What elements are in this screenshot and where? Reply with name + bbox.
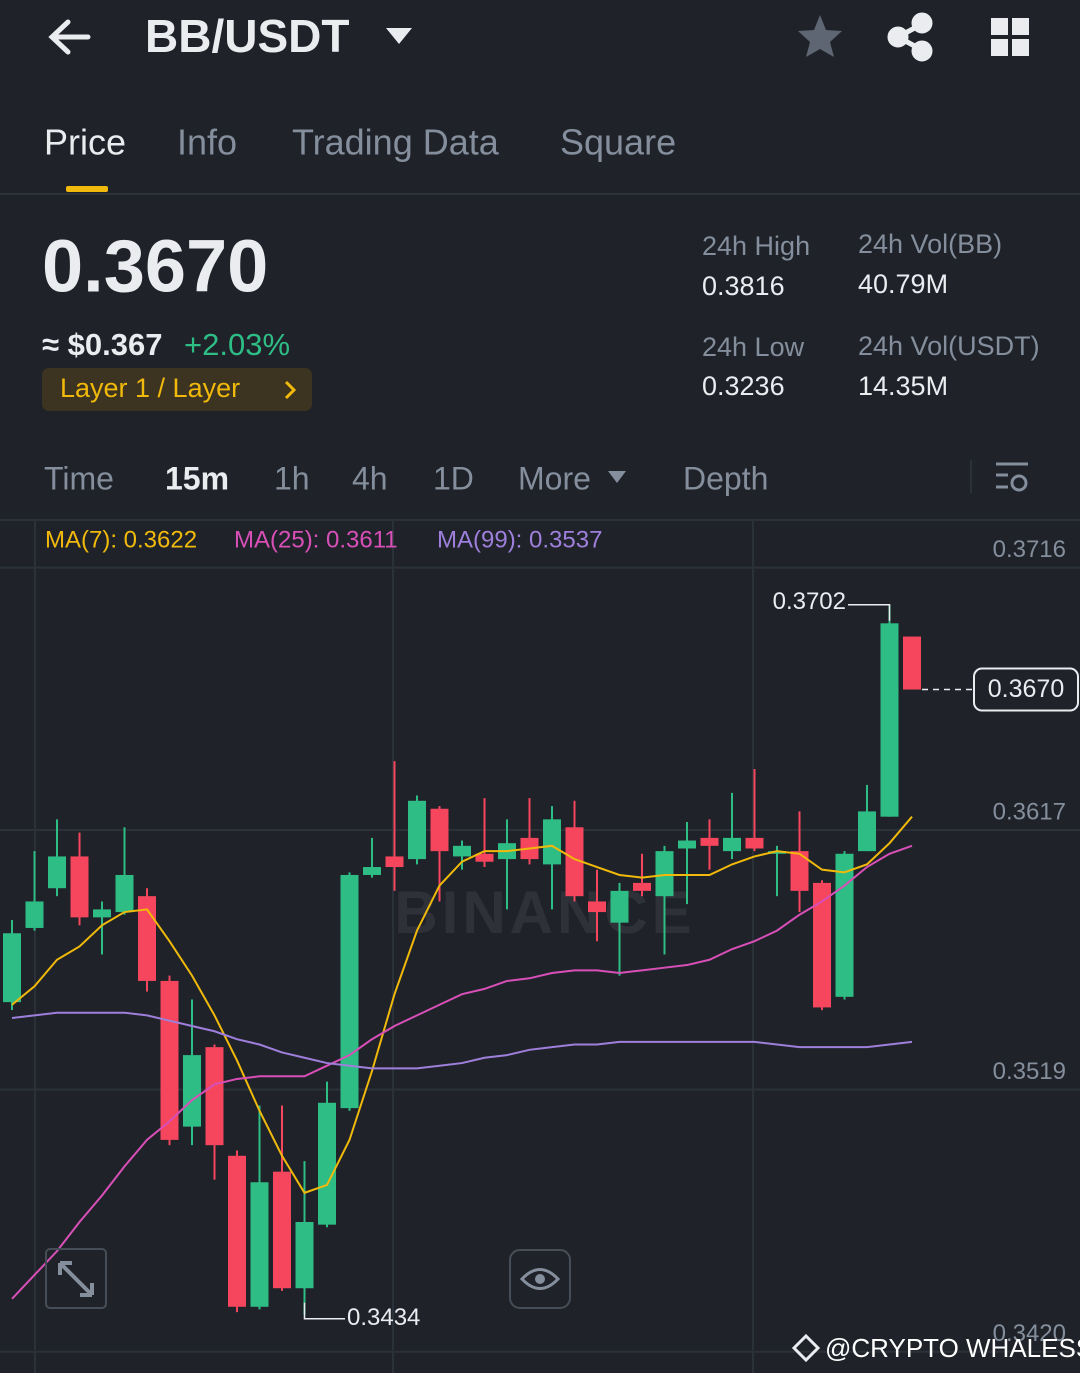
visibility-button[interactable] bbox=[509, 1249, 571, 1309]
more-dropdown[interactable] bbox=[608, 471, 626, 483]
y-tick-label: 0.3617 bbox=[993, 798, 1066, 825]
candle-body bbox=[678, 840, 696, 849]
candle-body bbox=[183, 1055, 201, 1127]
stat-label: 24h Low bbox=[702, 332, 805, 362]
last-price: 0.3670 bbox=[42, 225, 268, 308]
candle-body bbox=[565, 827, 584, 897]
high-label: 0.3702 bbox=[773, 588, 846, 615]
moving-average-line bbox=[11, 816, 913, 1195]
candle-body bbox=[385, 856, 404, 868]
price-change: +2.03% bbox=[184, 327, 290, 362]
candle-body bbox=[790, 851, 809, 891]
candle-body bbox=[70, 856, 89, 918]
interval[interactable]: 1D bbox=[433, 460, 474, 496]
fullscreen-button[interactable] bbox=[45, 1248, 107, 1309]
candle-body bbox=[205, 1047, 224, 1146]
candle-body bbox=[543, 819, 561, 865]
interval[interactable]: More bbox=[518, 460, 591, 496]
candle-body bbox=[813, 882, 831, 1008]
interval[interactable]: Depth bbox=[683, 460, 768, 496]
last-price-tag bbox=[973, 667, 1079, 712]
low-marker bbox=[303, 1302, 345, 1320]
eye-icon bbox=[519, 1268, 561, 1290]
y-tick-label: 0.3716 bbox=[993, 536, 1066, 563]
back-button[interactable] bbox=[48, 19, 91, 55]
stat-value: 0.3816 bbox=[702, 271, 785, 301]
y-tick-label: 0.3420 bbox=[993, 1320, 1066, 1347]
candle-body bbox=[610, 890, 629, 923]
legend-entry: MA(99): 0.3537 bbox=[437, 526, 602, 553]
interval[interactable]: 15m bbox=[165, 460, 229, 496]
high-marker bbox=[848, 604, 891, 621]
stat-value: 14.35M bbox=[858, 371, 948, 401]
candle-body bbox=[295, 1222, 314, 1289]
pair-dropdown[interactable] bbox=[386, 28, 412, 44]
stat-label: 24h Vol(USDT) bbox=[858, 331, 1040, 361]
candle-body bbox=[453, 845, 471, 857]
sector-tag[interactable] bbox=[42, 368, 312, 411]
credit: @CRYPTO WHALESS bbox=[825, 1333, 1080, 1363]
y-tick-label: 0.3519 bbox=[993, 1058, 1066, 1085]
chevron bbox=[284, 380, 297, 400]
eye-pupil bbox=[535, 1274, 545, 1284]
candle-body bbox=[745, 837, 764, 849]
fiat-price: ≈ $0.367 bbox=[42, 327, 162, 362]
candle-body bbox=[903, 636, 921, 690]
candle-body bbox=[408, 800, 426, 860]
candle-body bbox=[633, 882, 651, 891]
candle-body bbox=[835, 853, 854, 997]
candle-body bbox=[93, 909, 111, 918]
stat-value: 0.3236 bbox=[702, 371, 785, 401]
candle-body bbox=[228, 1155, 246, 1307]
candle-body bbox=[48, 856, 66, 889]
moving-average-line bbox=[11, 1011, 913, 1070]
chart: 0.37160.36170.35190.3420BINANCE0.37020.3… bbox=[0, 520, 1080, 1373]
interval[interactable]: Time bbox=[44, 460, 114, 496]
stat-value: 40.79M bbox=[858, 269, 948, 299]
share-button[interactable] bbox=[887, 12, 933, 62]
fullscreen-icon bbox=[58, 1261, 94, 1297]
legend-entry: MA(25): 0.3611 bbox=[234, 526, 398, 553]
candle-body bbox=[115, 874, 134, 913]
low-label: 0.3434 bbox=[347, 1304, 420, 1331]
tab[interactable]: Trading Data bbox=[292, 122, 500, 163]
interval[interactable]: 1h bbox=[274, 460, 310, 496]
legend-entry: MA(7): 0.3622 bbox=[45, 526, 197, 553]
candle-body bbox=[430, 808, 449, 852]
candle-body bbox=[160, 980, 179, 1140]
candle-body bbox=[655, 851, 674, 897]
candle-body bbox=[273, 1171, 291, 1289]
favorite-star[interactable] bbox=[798, 15, 842, 57]
tab[interactable]: Square bbox=[560, 122, 676, 163]
candle-body bbox=[700, 837, 719, 846]
candle-body bbox=[363, 867, 381, 875]
candle-body bbox=[880, 623, 899, 817]
stat-label: 24h High bbox=[702, 231, 810, 261]
candle-body bbox=[250, 1182, 269, 1307]
candle-body bbox=[318, 1102, 336, 1225]
last-price-label: 0.3670 bbox=[988, 675, 1064, 703]
candle-body bbox=[340, 874, 359, 1109]
moving-average-line bbox=[11, 844, 913, 1300]
candle-body bbox=[858, 811, 876, 852]
candle-body bbox=[723, 837, 741, 852]
candle-body bbox=[768, 851, 786, 854]
grid-menu[interactable] bbox=[991, 18, 1029, 56]
pair-title[interactable]: BB/USDT bbox=[145, 10, 349, 62]
interval[interactable]: 4h bbox=[352, 460, 388, 496]
candle-body bbox=[475, 853, 494, 862]
sector-tag-label[interactable]: Layer 1 / Layer bbox=[60, 373, 240, 403]
candle-body bbox=[25, 901, 44, 928]
credit-logo bbox=[791, 1333, 821, 1363]
candle-body bbox=[588, 901, 606, 913]
chart-settings[interactable] bbox=[996, 462, 1028, 492]
tab-indicator bbox=[66, 186, 108, 192]
candle-body bbox=[3, 933, 21, 1003]
tab[interactable]: Info bbox=[177, 122, 237, 163]
stat-label: 24h Vol(BB) bbox=[858, 229, 1002, 259]
tab[interactable]: Price bbox=[44, 122, 126, 163]
